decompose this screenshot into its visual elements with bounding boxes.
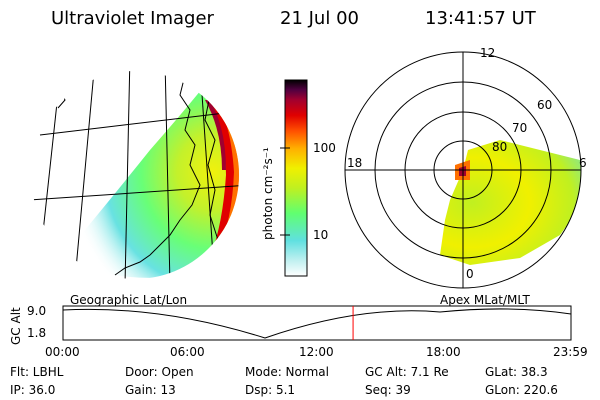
info-glon: GLon: 220.6 xyxy=(485,383,558,397)
mlt-label-12: 12 xyxy=(480,46,496,60)
mlt-label-0: 0 xyxy=(466,267,474,281)
info-dsp: Dsp: 5.1 xyxy=(245,383,296,397)
left-panel-label: Geographic Lat/Lon xyxy=(70,293,188,307)
alt-xtick-2359: 23:59 xyxy=(553,345,588,359)
colorbar-label-100: 100 xyxy=(313,141,336,155)
alt-xtick-0000: 00:00 xyxy=(45,345,80,359)
info-gc-alt: GC Alt: 7.1 Re xyxy=(365,365,449,379)
time-label: 13:41:57 UT xyxy=(425,8,536,29)
colorbar-unit-label: photon cm⁻²s⁻¹ xyxy=(261,147,275,240)
date-label: 21 Jul 00 xyxy=(280,8,359,29)
lat-label-60: 60 xyxy=(537,98,553,112)
polar-plot xyxy=(344,51,582,289)
info-ip: IP: 36.0 xyxy=(10,383,56,397)
alt-ymax: 9.0 xyxy=(27,304,47,318)
info-glat: GLat: 38.3 xyxy=(485,365,548,379)
mlt-label-18: 18 xyxy=(347,156,363,170)
alt-xtick-1800: 18:00 xyxy=(426,345,461,359)
altitude-plot xyxy=(62,305,572,341)
info-flt: Flt: LBHL xyxy=(10,365,64,379)
lat-label-80: 80 xyxy=(492,140,508,154)
alt-xtick-0600: 06:00 xyxy=(170,345,205,359)
geographic-image xyxy=(31,71,239,279)
mlt-label-6: 6 xyxy=(579,156,587,170)
alt-xtick-1200: 12:00 xyxy=(299,345,334,359)
right-panel-label: Apex MLat/MLT xyxy=(440,293,530,307)
altitude-curve xyxy=(62,308,572,339)
lat-label-70: 70 xyxy=(512,121,528,135)
app-title: Ultraviolet Imager xyxy=(51,8,214,29)
colorbar xyxy=(280,79,308,277)
alt-ylabel: GC Alt xyxy=(9,307,23,345)
alt-ymin: 1.8 xyxy=(27,326,47,340)
info-gain: Gain: 13 xyxy=(125,383,176,397)
info-door: Door: Open xyxy=(125,365,194,379)
info-seq: Seq: 39 xyxy=(365,383,411,397)
info-mode: Mode: Normal xyxy=(245,365,329,379)
colorbar-label-10: 10 xyxy=(313,228,329,242)
